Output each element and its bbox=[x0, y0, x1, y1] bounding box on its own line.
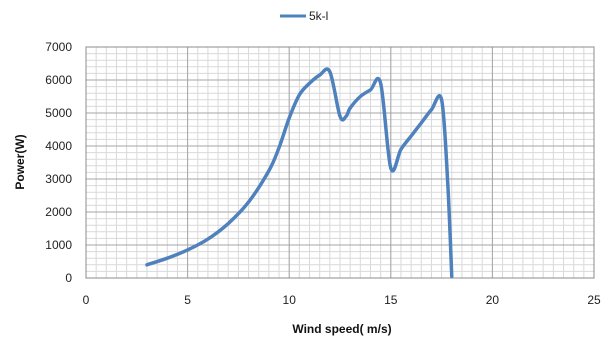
y-axis-title: Power(W) bbox=[13, 134, 27, 189]
x-tick-label: 25 bbox=[587, 293, 601, 307]
legend: 5k-l bbox=[280, 9, 328, 23]
x-tick-label: 20 bbox=[486, 293, 500, 307]
y-tick-label: 0 bbox=[65, 271, 72, 285]
x-tick-label: 5 bbox=[184, 293, 191, 307]
x-tick-label: 0 bbox=[83, 293, 90, 307]
x-axis-ticks: 0 5 10 15 20 25 bbox=[83, 293, 601, 307]
x-axis-title: Wind speed( m/s) bbox=[292, 322, 391, 336]
y-axis-ticks: 0 1000 2000 3000 4000 5000 6000 7000 bbox=[45, 40, 72, 285]
y-tick-label: 7000 bbox=[45, 40, 72, 54]
y-tick-label: 3000 bbox=[45, 172, 72, 186]
x-tick-label: 10 bbox=[283, 293, 297, 307]
series-layer bbox=[145, 67, 454, 279]
y-tick-label: 5000 bbox=[45, 106, 72, 120]
y-tick-label: 6000 bbox=[45, 73, 72, 87]
series-line bbox=[145, 67, 454, 279]
y-tick-label: 4000 bbox=[45, 139, 72, 153]
y-tick-label: 1000 bbox=[45, 238, 72, 252]
plot-border bbox=[85, 46, 595, 279]
plot-area bbox=[85, 46, 595, 279]
x-tick-label: 15 bbox=[384, 293, 398, 307]
y-tick-label: 2000 bbox=[45, 205, 72, 219]
minor-gridlines bbox=[85, 46, 595, 279]
legend-label: 5k-l bbox=[309, 9, 328, 23]
